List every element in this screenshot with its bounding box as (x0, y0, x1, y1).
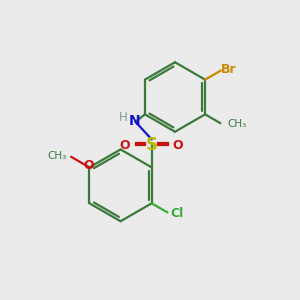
Text: O: O (173, 139, 184, 152)
Text: CH₃: CH₃ (228, 119, 247, 129)
Text: H: H (119, 111, 128, 124)
Text: N: N (128, 114, 140, 128)
Text: O: O (83, 159, 94, 172)
Text: CH₃: CH₃ (48, 151, 67, 161)
Text: Br: Br (221, 63, 237, 76)
Text: S: S (146, 136, 158, 154)
Text: Cl: Cl (170, 207, 184, 220)
Text: O: O (120, 139, 130, 152)
